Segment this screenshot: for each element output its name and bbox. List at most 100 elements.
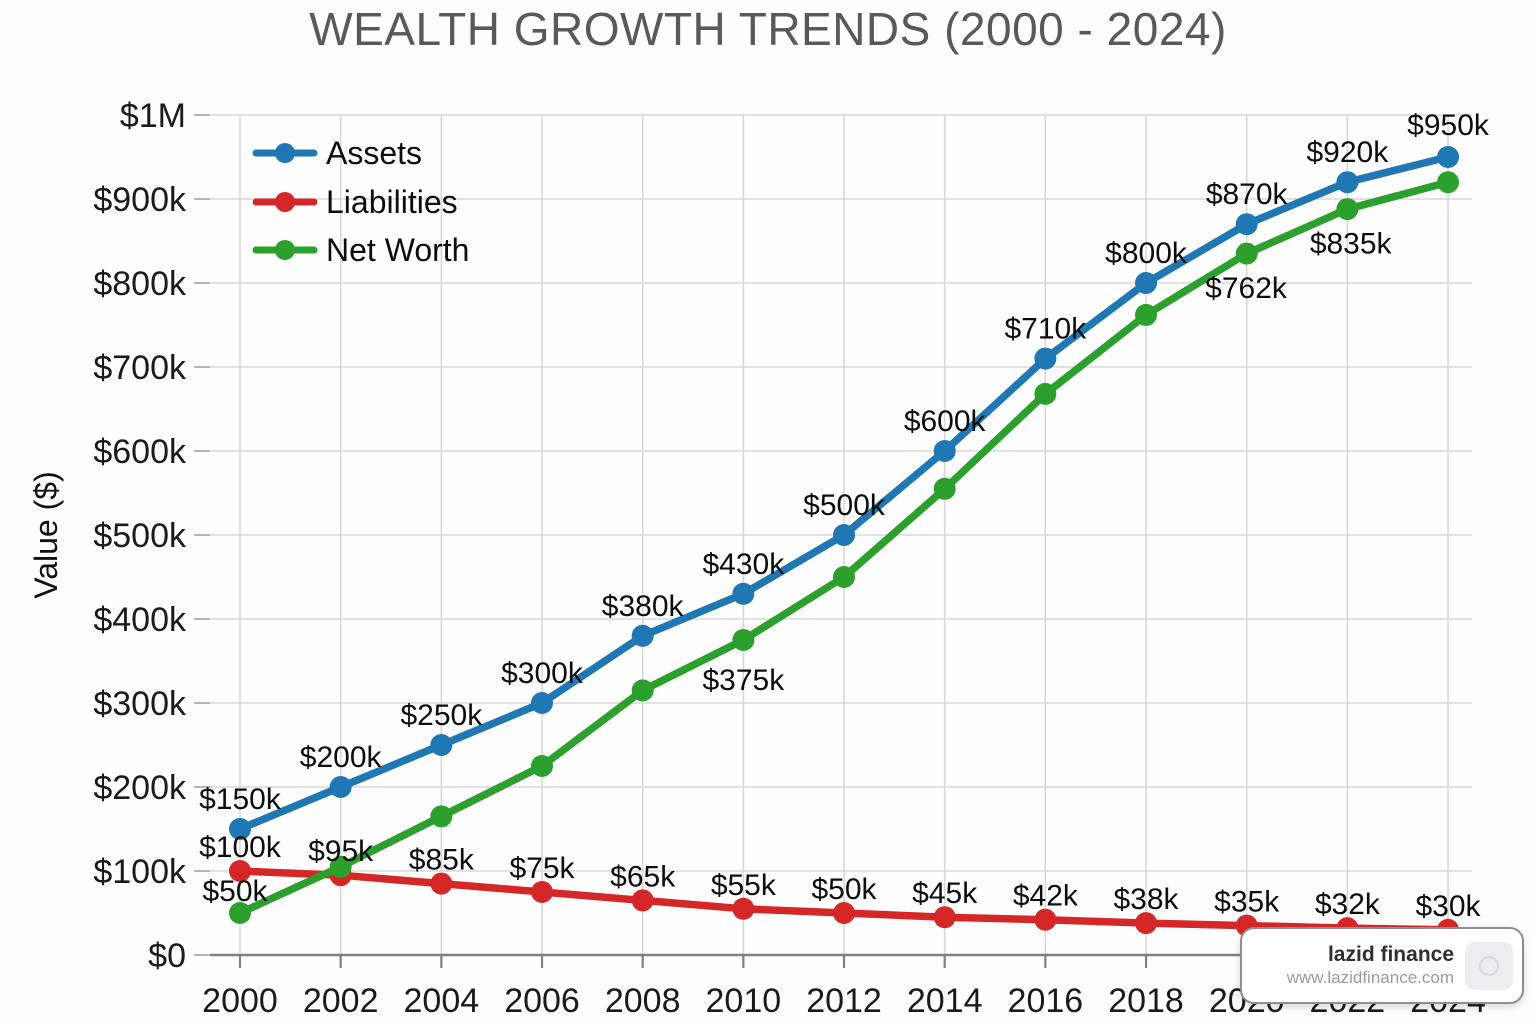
liabilities-value-label: $85k <box>409 844 475 877</box>
liabilities-point <box>933 906 956 929</box>
assets-point <box>1336 171 1359 194</box>
legend-label-liabilities: Liabilities <box>326 184 458 220</box>
assets-point <box>430 734 453 756</box>
net-worth-point <box>229 902 251 924</box>
legend-marker-liabilities <box>275 192 295 212</box>
assets-value-label: $950k <box>1407 109 1490 142</box>
assets-value-label: $710k <box>1004 313 1087 346</box>
liabilities-value-label: $30k <box>1416 890 1482 923</box>
liabilities-value-label: $45k <box>912 877 978 910</box>
assets-value-label: $600k <box>904 405 987 438</box>
x-tick-label: 2000 <box>202 982 278 1020</box>
net-worth-point <box>329 855 352 878</box>
assets-value-label: $200k <box>300 741 383 774</box>
y-tick-label: $1M <box>120 97 186 135</box>
legend-marker-assets <box>275 143 295 163</box>
net-worth-point <box>1437 171 1460 194</box>
assets-value-label: $300k <box>501 657 584 690</box>
assets-value-label: $800k <box>1105 237 1188 270</box>
y-tick-label: $400k <box>93 601 187 639</box>
legend: Assets Liabilities Net Worth <box>252 135 469 268</box>
y-tick-label: $200k <box>93 769 187 807</box>
liabilities-value-label: $38k <box>1113 883 1179 916</box>
assets-value-label: $870k <box>1206 178 1289 211</box>
x-tick-label: 2006 <box>504 982 580 1020</box>
liabilities-value-label: $35k <box>1214 886 1280 919</box>
gridlines <box>210 114 1472 955</box>
y-tick-label: $700k <box>93 349 187 387</box>
liabilities-point <box>631 889 654 912</box>
assets-value-label: $500k <box>803 489 886 522</box>
legend-marker-net-worth <box>275 240 295 260</box>
legend-label-assets: Assets <box>326 135 422 171</box>
liabilities-value-label: $75k <box>509 852 575 885</box>
net-worth-point <box>1135 303 1158 326</box>
y-tick-label: $800k <box>93 265 187 303</box>
x-tick-label: 2012 <box>806 982 882 1020</box>
y-tick-label: $0 <box>148 937 186 975</box>
liabilities-value-label: $42k <box>1013 880 1079 913</box>
assets-point <box>531 692 554 714</box>
assets-value-label: $380k <box>602 590 685 623</box>
x-tick-label: 2010 <box>706 982 782 1020</box>
liabilities-point <box>531 881 554 903</box>
assets-value-label: $920k <box>1306 136 1389 169</box>
x-tick-label: 2008 <box>605 982 681 1020</box>
x-tick-label: 2014 <box>907 982 983 1020</box>
series-net-worth <box>229 171 1460 924</box>
net-worth-point <box>732 629 755 651</box>
liabilities-point <box>229 860 251 882</box>
y-tick-label: $900k <box>93 181 187 219</box>
liabilities-value-label: $32k <box>1315 888 1381 921</box>
net-worth-value-label: $835k <box>1310 228 1393 261</box>
x-tick-label: 2018 <box>1108 982 1184 1020</box>
assets-point <box>631 624 654 647</box>
watermark-url: www.lazidfinance.com <box>1286 968 1454 988</box>
liabilities-value-label: $55k <box>711 869 777 902</box>
net-worth-point <box>430 805 453 828</box>
net-worth-point <box>531 755 554 777</box>
liabilities-point <box>833 902 856 924</box>
net-worth-point <box>1034 382 1057 405</box>
liabilities-point <box>430 872 453 895</box>
assets-point <box>1034 347 1057 370</box>
assets-point <box>1437 146 1460 168</box>
assets-point <box>329 776 352 798</box>
net-worth-value-label: $762k <box>1205 272 1288 305</box>
chart-title: WEALTH GROWTH TRENDS (2000 - 2024) <box>309 3 1227 55</box>
x-tick-label: 2004 <box>404 982 480 1020</box>
assets-value-label: $150k <box>199 783 282 816</box>
x-tick-label: 2016 <box>1008 982 1084 1020</box>
assets-point <box>1135 272 1158 294</box>
legend-label-net-worth: Net Worth <box>326 232 469 268</box>
liabilities-point <box>1135 912 1158 935</box>
net-worth-point <box>933 477 956 500</box>
assets-point <box>229 818 251 840</box>
liabilities-value-label: $100k <box>199 831 282 864</box>
assets-value-label: $250k <box>400 699 483 732</box>
net-worth-point <box>631 679 654 702</box>
net-worth-value-label: $50k <box>202 875 268 908</box>
watermark-brand: lazid finance <box>1327 943 1454 967</box>
y-tick-label: $600k <box>93 433 187 471</box>
net-worth-value-label: $375k <box>702 664 785 697</box>
assets-point <box>933 440 956 462</box>
y-tick-label: $100k <box>93 853 187 891</box>
y-tick-label: $300k <box>93 685 187 723</box>
liabilities-value-label: $95k <box>308 835 374 868</box>
net-worth-point <box>833 566 856 588</box>
liabilities-point <box>732 897 755 920</box>
net-worth-point <box>1336 198 1359 221</box>
assets-point <box>732 582 755 605</box>
y-tick-label: $500k <box>93 517 187 555</box>
net-worth-point <box>1235 242 1258 265</box>
watermark-logo-icon <box>1465 941 1513 990</box>
watermark-card: lazid finance www.lazidfinance.com <box>1240 927 1524 1004</box>
liabilities-value-label: $50k <box>811 873 877 906</box>
y-axis-title: Value ($) <box>28 471 64 598</box>
x-tick-label: 2002 <box>303 982 379 1020</box>
liabilities-value-label: $65k <box>610 860 676 893</box>
assets-point <box>833 524 856 546</box>
